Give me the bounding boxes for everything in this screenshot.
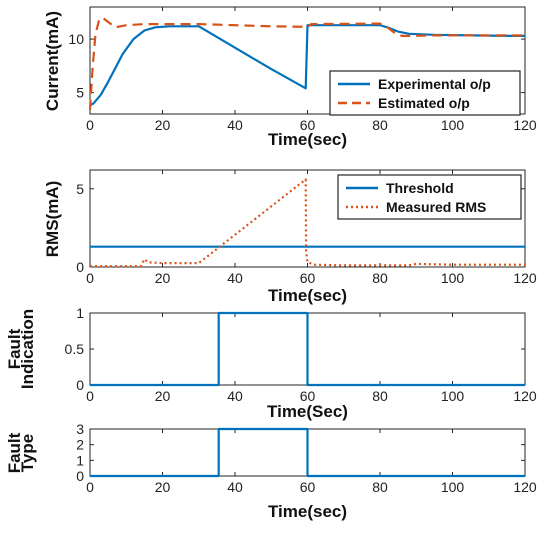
legend-entry: Experimental o/p [378,76,491,92]
x-axis-label: Time(sec) [268,130,347,149]
legend-entry: Measured RMS [386,199,486,215]
y-tick-label: 2 [76,437,84,453]
x-tick-label: 20 [155,117,171,133]
subplot-1: 0 20 40 60 80 100 120 5 10 Time(sec) Current(mA) Ex… [43,6,537,149]
x-tick-label: 120 [513,388,537,404]
y-tick-label: 0 [76,259,84,275]
x-tick-label: 100 [441,117,465,133]
x-axis-label: Time(Sec) [267,402,348,421]
x-tick-label: 0 [86,388,94,404]
x-tick-label: 60 [300,388,316,404]
series-line-1 [90,427,525,478]
x-tick-label: 100 [441,388,465,404]
series-line-1 [90,311,525,387]
x-tick-label: 20 [155,479,171,495]
y-axis-label-line-1: Fault [5,328,24,369]
legend-entry: Threshold [386,180,454,196]
subplot-2: 0 20 40 60 80 100 120 0 5 Time(sec) RMS(mA) Thresho… [43,169,537,305]
y-axis-label: RMS(mA) [43,181,62,258]
x-tick-label: 100 [441,479,465,495]
y-tick-label: 1 [76,452,84,468]
x-tick-label: 40 [227,270,243,286]
y-axis-label-line-1: Fault [5,432,24,473]
y-tick-label: 0.5 [65,341,85,357]
legend-box [337,174,522,220]
x-tick-label: 80 [372,117,388,133]
subplot-3: 0 20 40 60 80 100 120 0 0.5 1 Time(Sec) FaultIndica… [5,305,537,421]
x-tick-label: 120 [513,117,537,133]
y-tick-label: 3 [76,421,84,437]
y-axis-label-line-2: Indication [18,309,37,389]
legend-box [329,70,521,116]
y-axis-label-line-2: Type [18,434,37,472]
x-tick-label: 40 [227,388,243,404]
x-tick-label: 0 [86,270,94,286]
x-tick-label: 100 [441,270,465,286]
x-tick-label: 60 [300,479,316,495]
x-axis-label: Time(sec) [268,286,347,305]
legend: Threshold Measured RMS [337,174,522,220]
legend-entry: Estimated o/p [378,95,470,111]
x-tick-label: 40 [227,479,243,495]
y-tick-label: 5 [76,181,84,197]
series-line-measured-rms [90,178,525,268]
y-tick-label: 0 [76,468,84,484]
legend: Experimental o/p Estimated o/p [329,70,521,116]
x-tick-label: 80 [372,479,388,495]
x-axis-label: Time(sec) [268,502,347,521]
x-tick-label: 80 [372,270,388,286]
y-tick-label: 0 [76,377,84,393]
y-axis-label: Current(mA) [43,11,62,111]
x-tick-label: 0 [86,117,94,133]
x-tick-label: 120 [513,479,537,495]
x-tick-label: 0 [86,479,94,495]
x-tick-label: 120 [513,270,537,286]
x-tick-label: 20 [155,270,171,286]
x-tick-label: 20 [155,388,171,404]
y-tick-label: 5 [76,85,84,101]
y-tick-label: 1 [76,305,84,321]
y-tick-label: 10 [68,31,84,47]
x-tick-label: 60 [300,270,316,286]
x-tick-label: 40 [227,117,243,133]
series-line-estimated-o-p [88,16,525,110]
x-tick-label: 80 [372,388,388,404]
series-line-experimental-o-p [89,24,525,107]
x-tick-label: 60 [300,117,316,133]
